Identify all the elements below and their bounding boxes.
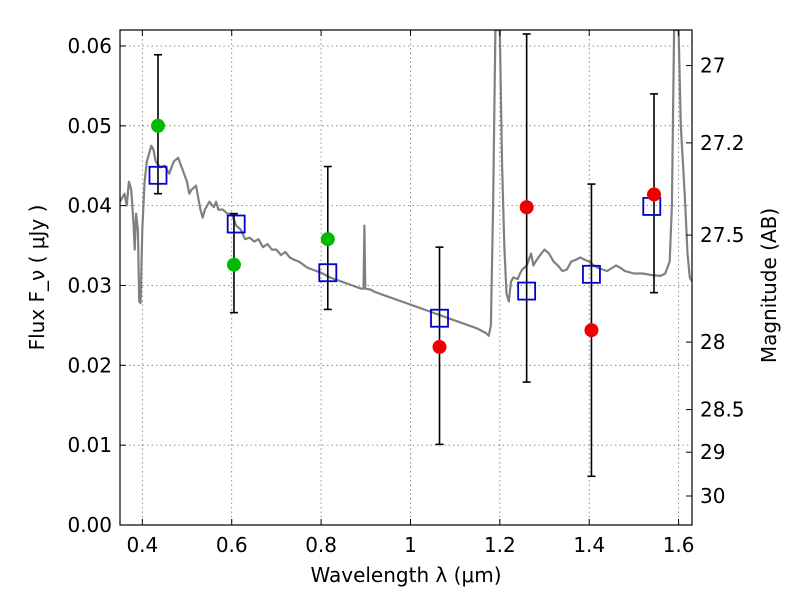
observed-green-point: [226, 257, 241, 272]
y-tick-label: 0.01: [67, 433, 112, 457]
model-band-square: [517, 281, 537, 301]
x-tick-label: 0.4: [126, 533, 158, 557]
y-tick-label: 0.05: [67, 114, 112, 138]
observed-red-point: [519, 200, 534, 215]
x-tick-label: 1.6: [663, 533, 695, 557]
model-spectrum: [120, 30, 692, 337]
x-tick-label: 0.8: [305, 533, 337, 557]
model-band-square: [318, 263, 338, 283]
observed-red-point: [647, 187, 662, 202]
observed-red-point: [432, 339, 447, 354]
model-band-square: [148, 165, 168, 185]
x-tick-label: 1: [404, 533, 417, 557]
model-band-square: [430, 308, 449, 328]
x-tick-label: 1.2: [484, 533, 516, 557]
y-tick-label: 0.02: [67, 353, 112, 377]
y-axis-label: Flux F_ν ( μJy ): [25, 205, 49, 351]
right-tick-label: 27: [700, 54, 725, 78]
x-tick-label: 0.6: [216, 533, 248, 557]
model-band-square: [226, 214, 246, 234]
y-tick-label: 0.00: [67, 513, 112, 537]
plot-frame: [119, 29, 693, 526]
right-axis-label: Magnitude (AB): [757, 208, 781, 363]
right-tick-label: 30: [700, 484, 725, 508]
right-tick-label: 29: [700, 440, 725, 464]
model-band-square: [582, 264, 601, 284]
model-band-points: [148, 165, 662, 328]
x-axis-label: Wavelength λ (μm): [310, 563, 501, 587]
y-tick-label: 0.03: [67, 273, 112, 297]
right-tick-label: 28: [700, 330, 725, 354]
right-tick-label: 28.5: [700, 398, 745, 422]
observed-red-point: [584, 323, 599, 338]
axis-ticks: 0.4 0.6 0.8 1 1.2 1.4 1.6 0.00 0.01 0.02 0.03 0.04 0…: [67, 30, 745, 557]
y-tick-label: 0.04: [67, 194, 112, 218]
right-tick-label: 27.5: [700, 223, 745, 247]
observed-points: [150, 118, 662, 354]
observed-green-point: [150, 118, 165, 133]
model-spectrum-line: [120, 30, 692, 337]
x-tick-label: 1.4: [573, 533, 605, 557]
y-tick-label: 0.06: [67, 34, 112, 58]
observed-green-point: [320, 232, 335, 247]
right-tick-label: 27.2: [700, 131, 745, 155]
